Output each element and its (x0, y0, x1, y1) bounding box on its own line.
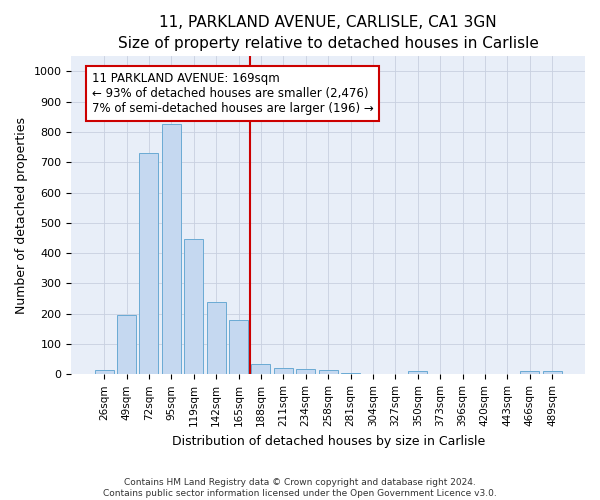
Bar (206, 302, 226, 374)
Bar (251, 364, 271, 374)
Text: Contains HM Land Registry data © Crown copyright and database right 2024.
Contai: Contains HM Land Registry data © Crown c… (103, 478, 497, 498)
Bar (520, 372, 539, 374)
Bar (229, 320, 248, 374)
Bar (117, 314, 136, 374)
Bar (408, 372, 427, 374)
Bar (184, 239, 203, 374)
Bar (139, 153, 158, 374)
Bar (95, 370, 113, 374)
X-axis label: Distribution of detached houses by size in Carlisle: Distribution of detached houses by size … (172, 434, 485, 448)
Text: 11 PARKLAND AVENUE: 169sqm
← 93% of detached houses are smaller (2,476)
7% of se: 11 PARKLAND AVENUE: 169sqm ← 93% of deta… (92, 72, 374, 115)
Bar (542, 372, 562, 374)
Bar (296, 369, 315, 374)
Title: 11, PARKLAND AVENUE, CARLISLE, CA1 3GN
Size of property relative to detached hou: 11, PARKLAND AVENUE, CARLISLE, CA1 3GN S… (118, 15, 539, 51)
Bar (162, 124, 181, 374)
Bar (319, 370, 338, 374)
Bar (274, 368, 293, 374)
Y-axis label: Number of detached properties: Number of detached properties (15, 117, 28, 314)
Bar (341, 373, 360, 374)
